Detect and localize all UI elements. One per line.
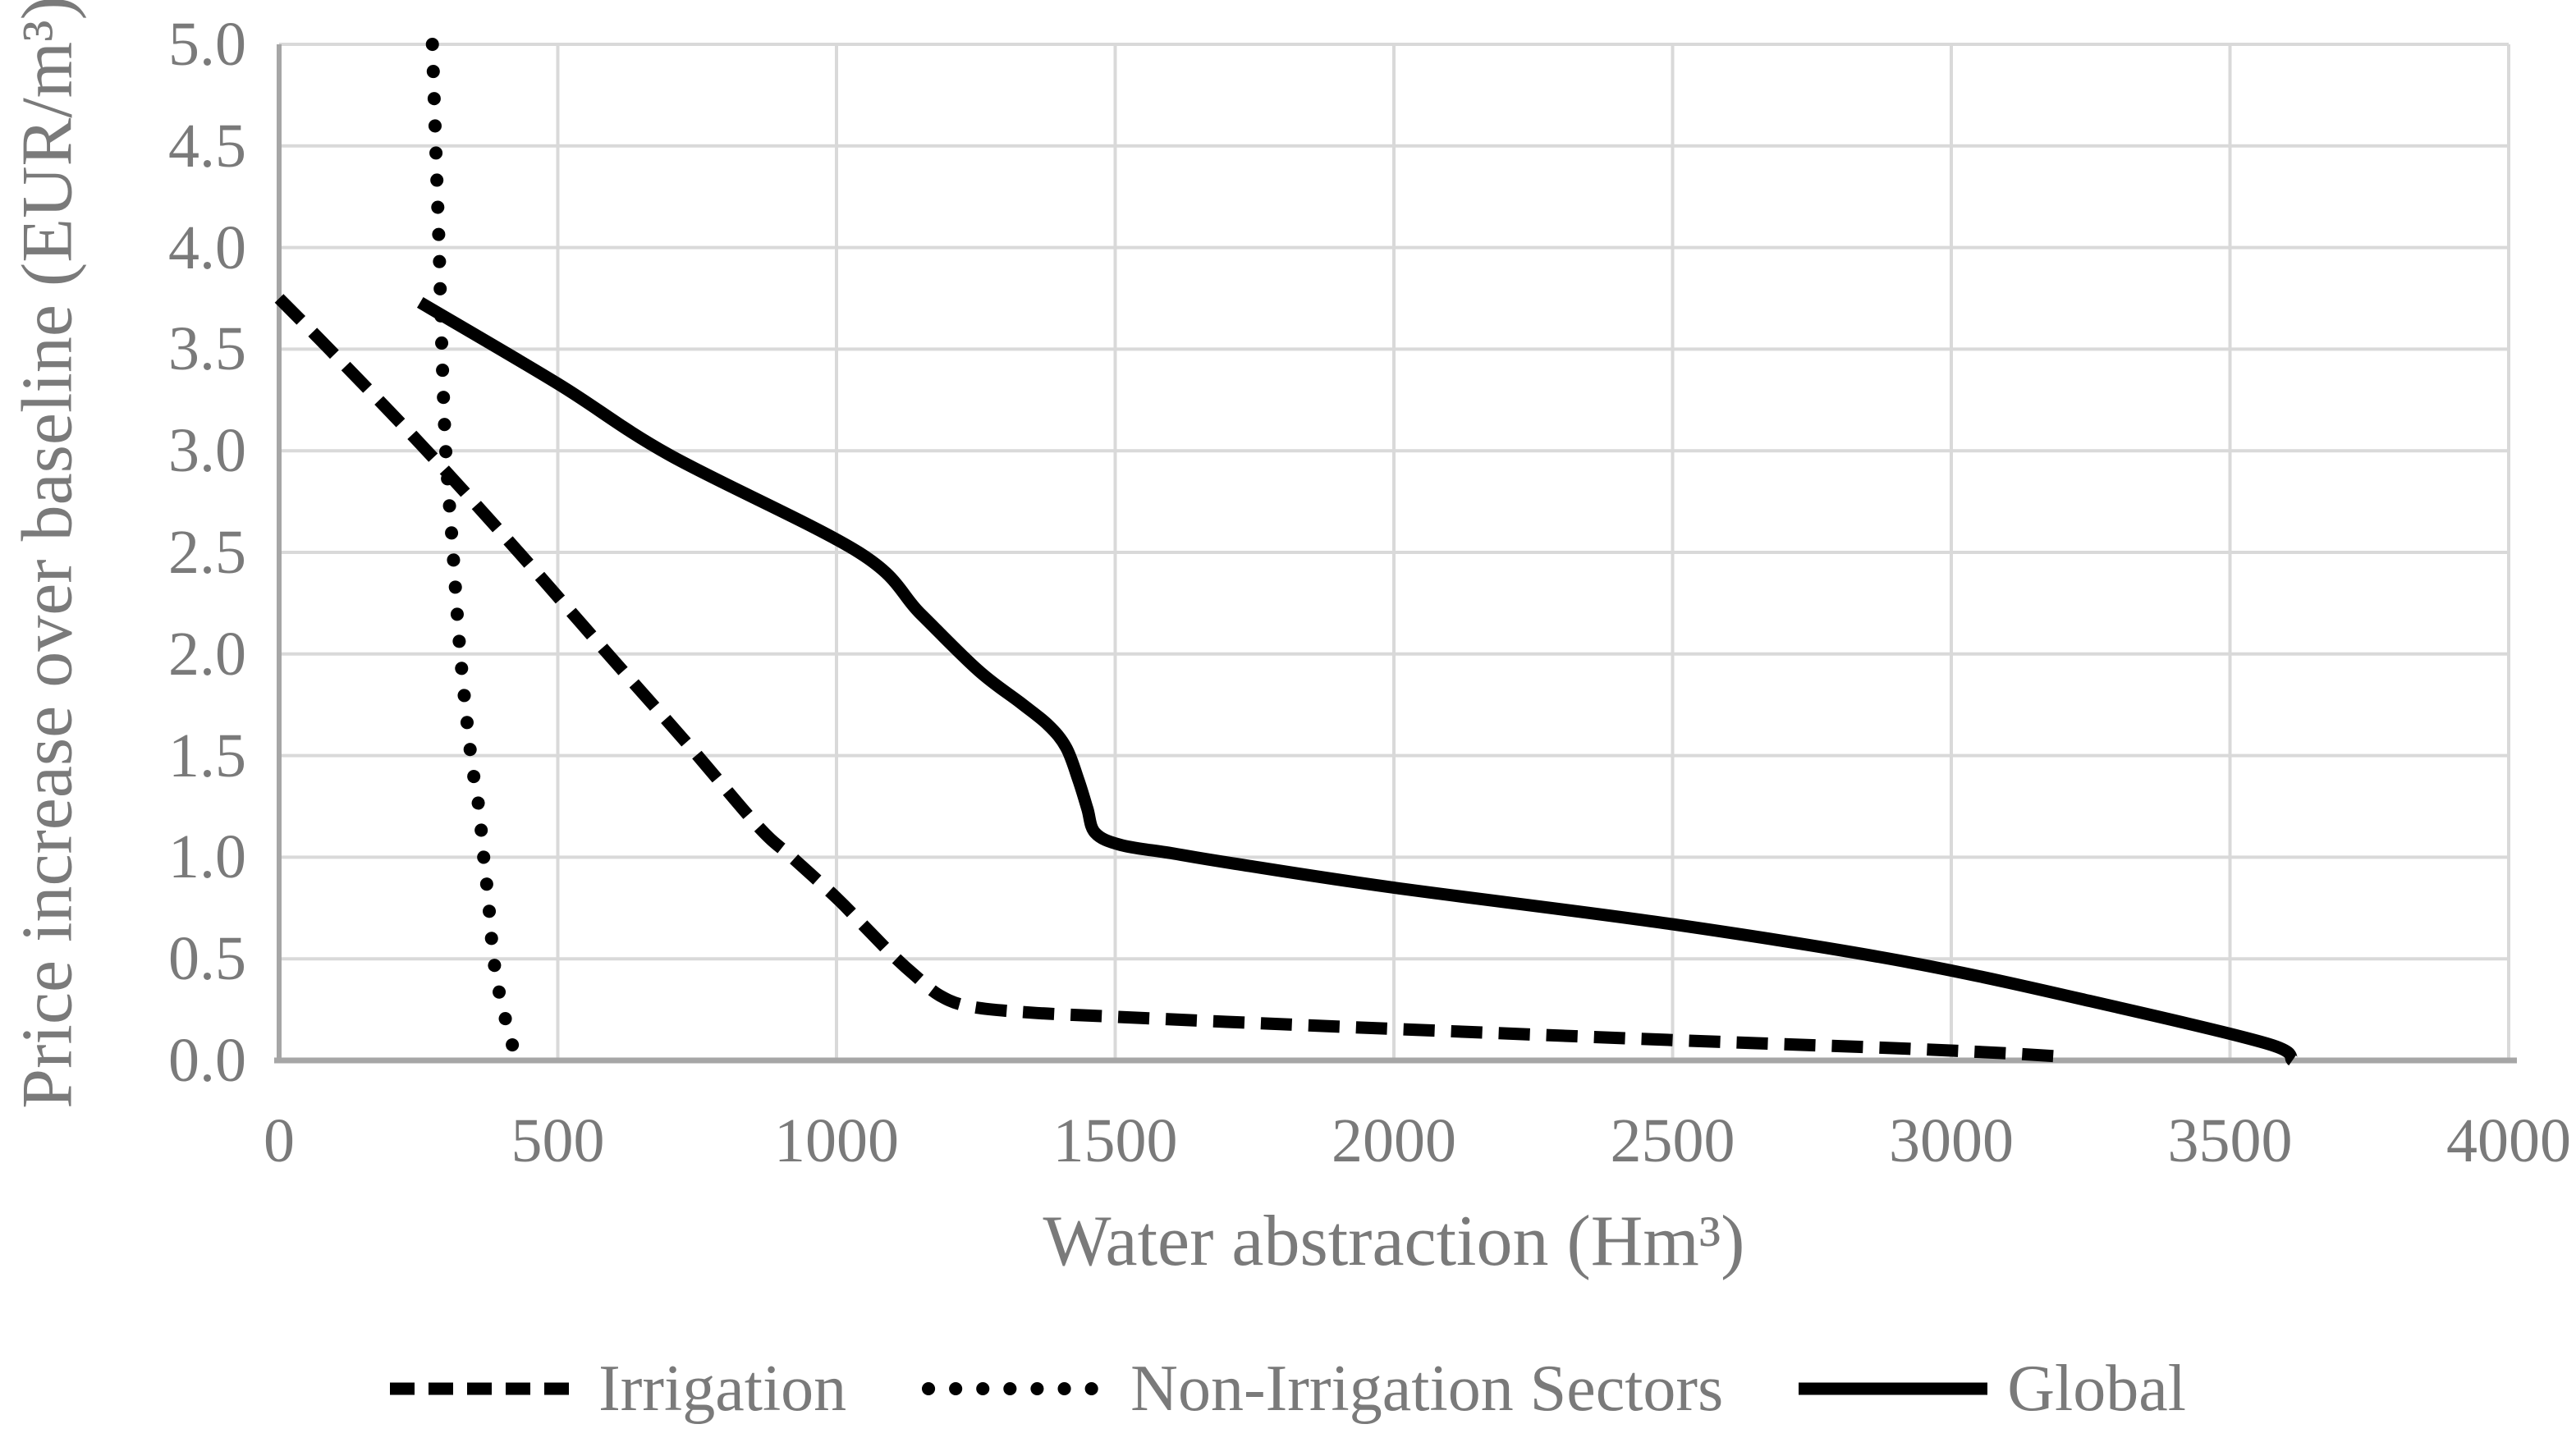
y-tick-label: 4.5	[168, 111, 246, 181]
irrigation-dashed-line-icon	[390, 1381, 580, 1397]
y-tick-label: 2.0	[168, 619, 246, 689]
series-line-global	[416, 297, 2298, 1066]
y-tick-label: 2.5	[168, 518, 246, 587]
x-tick-label: 2000	[1332, 1106, 1456, 1175]
x-tick-label: 4000	[2446, 1106, 2571, 1175]
plot-canvas	[274, 38, 2517, 1067]
x-tick-label: 1000	[774, 1106, 899, 1175]
x-tick-label: 3500	[2167, 1106, 2293, 1175]
y-axis-tick-labels: 0.0 0.5 1.0 1.5 2.0 2.5 3.0 3.5 4.0 4.5 5.0	[0, 10, 246, 1095]
y-tick-label: 3.5	[168, 314, 246, 384]
y-tick-label: 0.0	[168, 1026, 246, 1095]
plot-area	[274, 38, 2517, 1067]
legend-item-non-irrigation: Non-Irrigation Sectors	[922, 1352, 1723, 1426]
legend-item-irrigation: Irrigation	[390, 1352, 846, 1426]
y-tick-label: 0.5	[168, 924, 246, 994]
x-tick-label: 500	[511, 1106, 605, 1175]
y-tick-label: 4.0	[168, 213, 246, 282]
y-tick-label: 1.5	[168, 721, 246, 790]
legend-label-non-irrigation: Non-Irrigation Sectors	[1130, 1352, 1724, 1425]
y-tick-label: 3.0	[168, 416, 246, 486]
global-solid-line-icon	[1799, 1381, 1988, 1397]
non-irrigation-dotted-line-icon	[922, 1381, 1118, 1397]
x-tick-label: 3000	[1889, 1106, 2014, 1175]
x-axis-tick-labels: 0 500 1000 1500 2000 2500 3000 3500 4000	[264, 1100, 2571, 1190]
legend-label-irrigation: Irrigation	[598, 1352, 847, 1425]
x-axis-title: Water abstraction (Hm³)	[1043, 1202, 1745, 1281]
series-line-non-irrigation-sectors	[425, 38, 524, 1067]
x-tick-label: 2500	[1610, 1106, 1735, 1175]
x-tick-label: 1500	[1052, 1106, 1178, 1175]
legend-label-global: Global	[2007, 1352, 2186, 1425]
y-tick-label: 5.0	[168, 10, 246, 79]
x-tick-label: 0	[264, 1106, 295, 1175]
y-tick-label: 1.0	[168, 822, 246, 892]
legend-item-global: Global	[1799, 1352, 2186, 1426]
legend: Irrigation Non-Irrigation Sectors Global	[0, 1339, 2576, 1438]
series-line-irrigation	[274, 294, 2058, 1063]
